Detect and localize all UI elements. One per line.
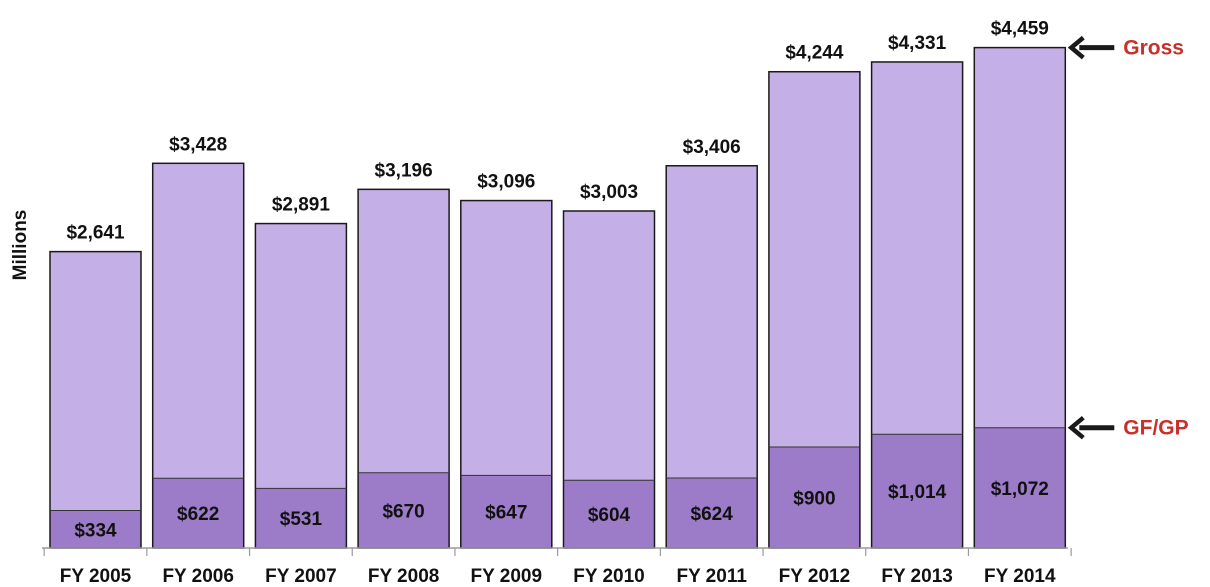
- bar-gfgp-8: [871, 434, 963, 548]
- x-tick-label-2: FY 2007: [265, 566, 336, 587]
- gross-value-label-1: $3,428: [169, 134, 227, 155]
- x-tick-label-6: FY 2011: [676, 566, 747, 587]
- gfgp-value-label-8: $1,014: [888, 482, 947, 503]
- x-tick-label-8: FY 2013: [881, 566, 952, 587]
- gfgp-value-label-9: $1,072: [991, 479, 1049, 500]
- x-tick-label-3: FY 2008: [368, 566, 439, 587]
- bar-gfgp-9: [974, 427, 1066, 548]
- gross-value-label-9: $4,459: [991, 19, 1049, 40]
- gross-value-label-5: $3,003: [580, 182, 638, 203]
- gross-value-label-4: $3,096: [477, 172, 535, 193]
- annotations-group: Gross GF/GP: [1067, 35, 1189, 440]
- x-tick-label-1: FY 2006: [162, 566, 233, 587]
- gross-value-label-8: $4,331: [888, 33, 947, 54]
- gfgp-value-label-5: $604: [588, 505, 631, 526]
- gfgp-value-label-1: $622: [177, 504, 219, 525]
- gfgp-value-label-0: $334: [74, 520, 117, 541]
- annotation-label-0: Gross: [1123, 37, 1184, 60]
- gfgp-value-label-2: $531: [280, 509, 323, 530]
- gfgp-value-label-4: $647: [485, 503, 527, 524]
- gfgp-value-label-3: $670: [382, 501, 424, 522]
- gfgp-value-label-7: $900: [793, 489, 835, 510]
- bar-gfgp-1: [152, 478, 244, 548]
- annotation-arrow-icon-0: [1067, 35, 1085, 60]
- x-tick-label-5: FY 2010: [573, 566, 644, 587]
- bar-gfgp-0: [50, 510, 141, 548]
- bar-gfgp-4: [460, 475, 552, 548]
- x-axis-ticks: FY 2005 FY 2006 FY 2007 FY 2008 FY 2009 FY 20…: [43, 548, 1072, 587]
- bar-gfgp-3: [358, 472, 450, 548]
- annotation-label-1: GF/GP: [1123, 417, 1188, 440]
- x-tick-label-4: FY 2009: [471, 566, 542, 587]
- gross-value-label-3: $3,196: [375, 160, 433, 181]
- gfgp-value-label-6: $624: [691, 504, 734, 525]
- x-tick-label-0: FY 2005: [60, 566, 132, 587]
- bar-gfgp-5: [563, 480, 655, 548]
- gross-value-label-6: $3,406: [683, 137, 741, 158]
- gross-value-label-7: $4,244: [785, 43, 844, 64]
- bar-gross-0: [50, 251, 141, 549]
- gross-value-label-2: $2,891: [272, 195, 331, 216]
- y-axis-label: Millions: [10, 210, 31, 281]
- x-tick-label-9: FY 2014: [984, 566, 1056, 587]
- annotation-arrow-icon-1: [1067, 415, 1085, 440]
- bar-gfgp-7: [768, 447, 860, 548]
- bars-group: $2,641 $334 $3,428 $622 $2,891 $531 $3,196 $670…: [49, 19, 1067, 549]
- x-tick-label-7: FY 2012: [779, 566, 850, 587]
- bar-gfgp-6: [666, 477, 758, 548]
- gross-value-label-0: $2,641: [66, 223, 125, 244]
- bar-gfgp-2: [255, 488, 347, 548]
